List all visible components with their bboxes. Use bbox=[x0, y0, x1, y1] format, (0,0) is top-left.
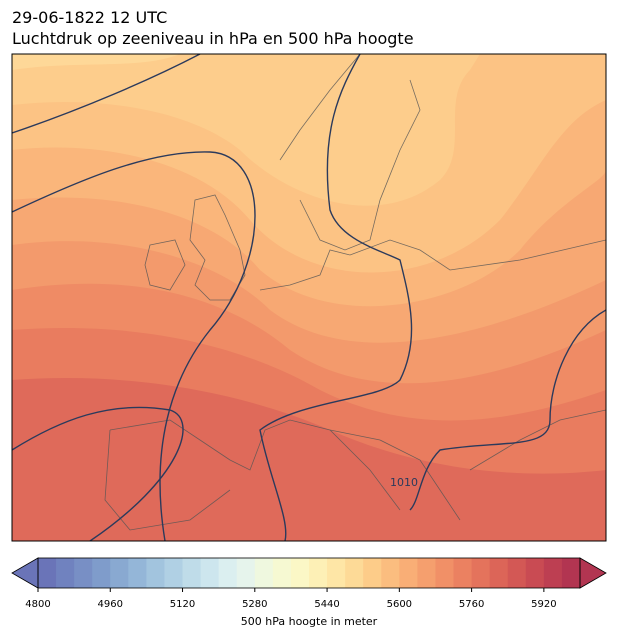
colorbar-tick-label: 5120 bbox=[170, 599, 195, 610]
colorbar-bin bbox=[164, 558, 184, 588]
colorbar-bin bbox=[92, 558, 111, 588]
colorbar-tick-label: 4800 bbox=[25, 599, 50, 610]
colorbar-bin bbox=[146, 558, 165, 588]
colorbar-bin bbox=[489, 558, 509, 588]
colorbar-bin bbox=[471, 558, 491, 588]
colorbar-bin bbox=[309, 558, 328, 588]
colorbar-bin bbox=[218, 558, 238, 588]
colorbar-tick-label: 4960 bbox=[98, 599, 123, 610]
colorbar-bin bbox=[290, 558, 310, 588]
colorbar-bin bbox=[182, 558, 202, 588]
colorbar-bin bbox=[110, 558, 129, 588]
colorbar-bin bbox=[561, 558, 581, 588]
colorbar-bin bbox=[128, 558, 147, 588]
colorbar-bin bbox=[345, 558, 364, 588]
colorbar-bin bbox=[381, 558, 400, 588]
colorbar-tick-label: 5440 bbox=[314, 599, 339, 610]
map: 1010 bbox=[12, 54, 606, 541]
colorbar-tick-label: 5920 bbox=[531, 599, 556, 610]
colorbar-bin bbox=[254, 558, 274, 588]
colorbar-bin bbox=[200, 558, 220, 588]
colorbar-bin bbox=[507, 558, 527, 588]
colorbar-bin bbox=[543, 558, 563, 588]
colorbar-bin bbox=[38, 558, 57, 588]
map-frame bbox=[11, 53, 607, 542]
colorbar-bin bbox=[525, 558, 545, 588]
isobar-label: 1010 bbox=[390, 476, 418, 489]
colorbar-bin bbox=[363, 558, 382, 588]
colorbar-bin bbox=[272, 558, 292, 588]
colorbar-bin bbox=[236, 558, 256, 588]
colorbar-tick-label: 5600 bbox=[387, 599, 412, 610]
colorbar-bin bbox=[56, 558, 75, 588]
colorbar-bin bbox=[453, 558, 473, 588]
colorbar-bin bbox=[399, 558, 418, 588]
colorbar-extend-low bbox=[11, 557, 39, 589]
subtitle: Luchtdruk op zeeniveau in hPa en 500 hPa… bbox=[12, 29, 414, 48]
colorbar-tick-label: 5280 bbox=[242, 599, 267, 610]
colorbar-label: 500 hPa hoogte in meter bbox=[241, 615, 378, 628]
colorbar-bin bbox=[74, 558, 93, 588]
colorbar-extend-high bbox=[579, 557, 607, 589]
colorbar: 4800 4960 5120 5280 5440 5600 5760 5920 500 hPa … bbox=[11, 557, 607, 628]
colorbar-tick-label: 5760 bbox=[459, 599, 484, 610]
colorbar-bin bbox=[327, 558, 346, 588]
colorbar-frame bbox=[37, 557, 581, 589]
colorbar-bin bbox=[435, 558, 455, 588]
colorbar-bin bbox=[417, 558, 436, 588]
title: 29-06-1822 12 UTC bbox=[12, 8, 168, 27]
